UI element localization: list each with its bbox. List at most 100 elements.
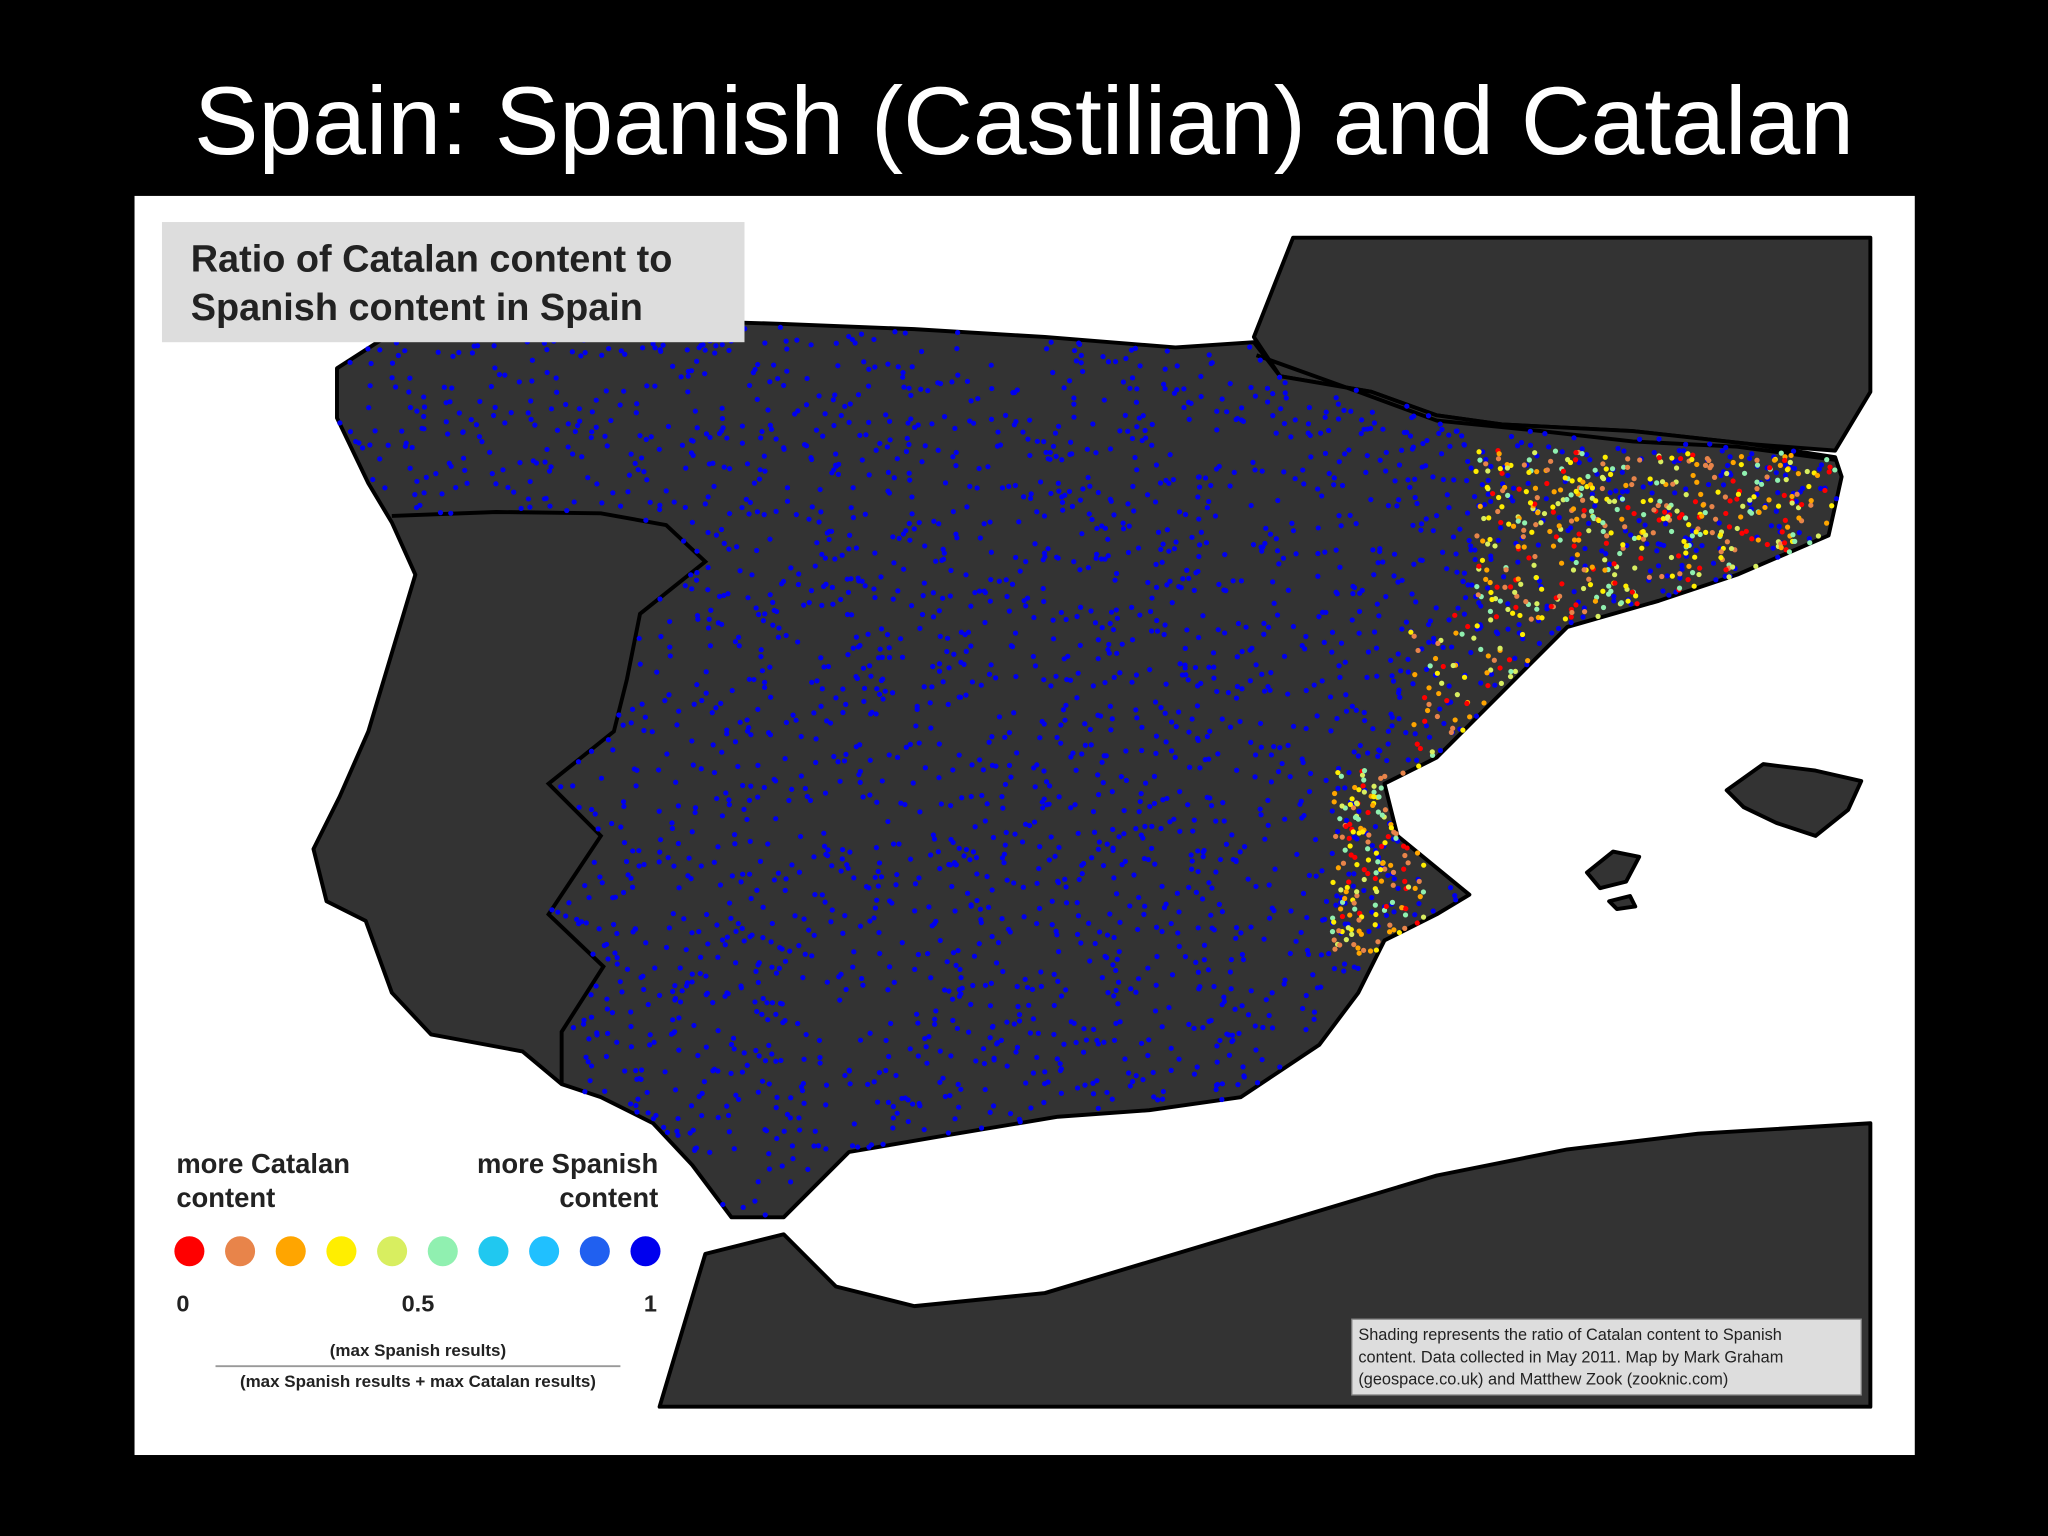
content-dot bbox=[1726, 574, 1732, 580]
content-dot bbox=[741, 806, 747, 813]
content-dot bbox=[1589, 491, 1595, 497]
content-dot bbox=[769, 1051, 775, 1057]
content-dot bbox=[1042, 1081, 1048, 1087]
content-dot bbox=[1670, 481, 1676, 487]
content-dot bbox=[1252, 1023, 1258, 1029]
content-dot bbox=[799, 1088, 806, 1094]
content-dot bbox=[1416, 878, 1422, 884]
content-dot bbox=[1080, 1049, 1087, 1055]
content-dot bbox=[1372, 824, 1379, 830]
content-dot bbox=[1008, 774, 1014, 780]
content-dot bbox=[1030, 1070, 1037, 1076]
content-dot bbox=[1526, 469, 1532, 476]
content-dot bbox=[930, 590, 936, 596]
content-dot bbox=[1017, 1119, 1023, 1125]
content-dot bbox=[1188, 400, 1194, 406]
content-dot bbox=[1683, 492, 1689, 498]
content-dot bbox=[958, 975, 964, 981]
content-dot bbox=[1603, 540, 1610, 546]
content-dot bbox=[1550, 504, 1556, 510]
content-dot bbox=[1073, 767, 1079, 773]
content-dot bbox=[1702, 462, 1709, 468]
content-dot bbox=[678, 374, 684, 380]
content-dot bbox=[956, 1104, 962, 1110]
content-dot bbox=[1235, 620, 1242, 627]
content-dot bbox=[1026, 1002, 1032, 1008]
content-dot bbox=[741, 938, 747, 944]
content-dot bbox=[916, 1100, 922, 1107]
content-dot bbox=[1365, 750, 1371, 756]
content-dot bbox=[1507, 584, 1514, 590]
content-dot bbox=[347, 359, 353, 366]
content-dot bbox=[705, 564, 711, 571]
content-dot bbox=[976, 757, 983, 763]
content-dot bbox=[1677, 575, 1683, 581]
content-dot bbox=[1555, 625, 1562, 632]
content-dot bbox=[1515, 518, 1521, 524]
content-dot bbox=[1301, 481, 1307, 487]
content-dot bbox=[817, 1060, 823, 1066]
content-dot bbox=[1149, 442, 1155, 448]
content-dot bbox=[1633, 593, 1639, 599]
content-dot bbox=[1423, 666, 1430, 672]
content-dot bbox=[1279, 760, 1285, 767]
content-dot bbox=[1080, 486, 1086, 492]
content-dot bbox=[1262, 836, 1268, 842]
content-dot bbox=[871, 586, 877, 592]
content-dot bbox=[1189, 716, 1195, 722]
content-dot bbox=[1307, 770, 1314, 777]
content-dot bbox=[755, 794, 761, 800]
content-dot bbox=[1446, 683, 1452, 689]
content-dot bbox=[1375, 753, 1381, 759]
content-dot bbox=[1533, 522, 1539, 528]
content-dot bbox=[1476, 563, 1482, 569]
content-dot bbox=[1193, 570, 1199, 576]
content-dot bbox=[673, 779, 679, 785]
content-dot bbox=[554, 389, 560, 395]
content-dot bbox=[1142, 427, 1148, 434]
content-dot bbox=[793, 512, 799, 518]
content-dot bbox=[493, 481, 499, 487]
content-dot bbox=[987, 1109, 993, 1116]
content-dot bbox=[1211, 983, 1217, 990]
content-dot bbox=[1110, 847, 1116, 854]
content-dot bbox=[1116, 834, 1122, 840]
content-dot bbox=[1027, 495, 1034, 502]
content-dot bbox=[672, 997, 678, 1003]
content-dot bbox=[621, 839, 628, 846]
content-dot bbox=[1395, 690, 1402, 696]
content-dot bbox=[1004, 877, 1010, 883]
content-dot bbox=[876, 691, 883, 697]
content-dot bbox=[926, 904, 932, 910]
content-dot bbox=[1518, 439, 1525, 446]
content-dot bbox=[833, 340, 839, 346]
content-dot bbox=[1109, 789, 1115, 795]
content-dot bbox=[1071, 347, 1078, 354]
content-dot bbox=[814, 540, 820, 546]
content-dot bbox=[1581, 513, 1587, 519]
content-dot bbox=[1361, 867, 1367, 873]
content-dot bbox=[577, 418, 583, 424]
content-dot bbox=[789, 862, 795, 868]
content-dot bbox=[1009, 644, 1016, 650]
content-dot bbox=[982, 1086, 988, 1093]
content-dot bbox=[1259, 548, 1265, 554]
content-dot bbox=[1287, 950, 1293, 957]
content-dot bbox=[1272, 866, 1278, 872]
content-dot bbox=[1419, 464, 1425, 470]
content-dot bbox=[1247, 344, 1253, 350]
content-dot bbox=[1510, 610, 1516, 616]
content-dot bbox=[833, 462, 839, 468]
content-dot bbox=[1753, 563, 1759, 569]
content-dot bbox=[1622, 528, 1629, 534]
content-dot bbox=[642, 714, 648, 720]
content-dot bbox=[1014, 750, 1020, 756]
content-dot bbox=[1058, 722, 1064, 728]
content-dot bbox=[496, 371, 503, 378]
content-dot bbox=[1094, 551, 1100, 557]
content-dot bbox=[1553, 534, 1559, 540]
content-dot bbox=[464, 480, 470, 486]
content-dot bbox=[867, 757, 873, 763]
content-dot bbox=[1137, 612, 1143, 618]
content-dot bbox=[1606, 498, 1613, 505]
